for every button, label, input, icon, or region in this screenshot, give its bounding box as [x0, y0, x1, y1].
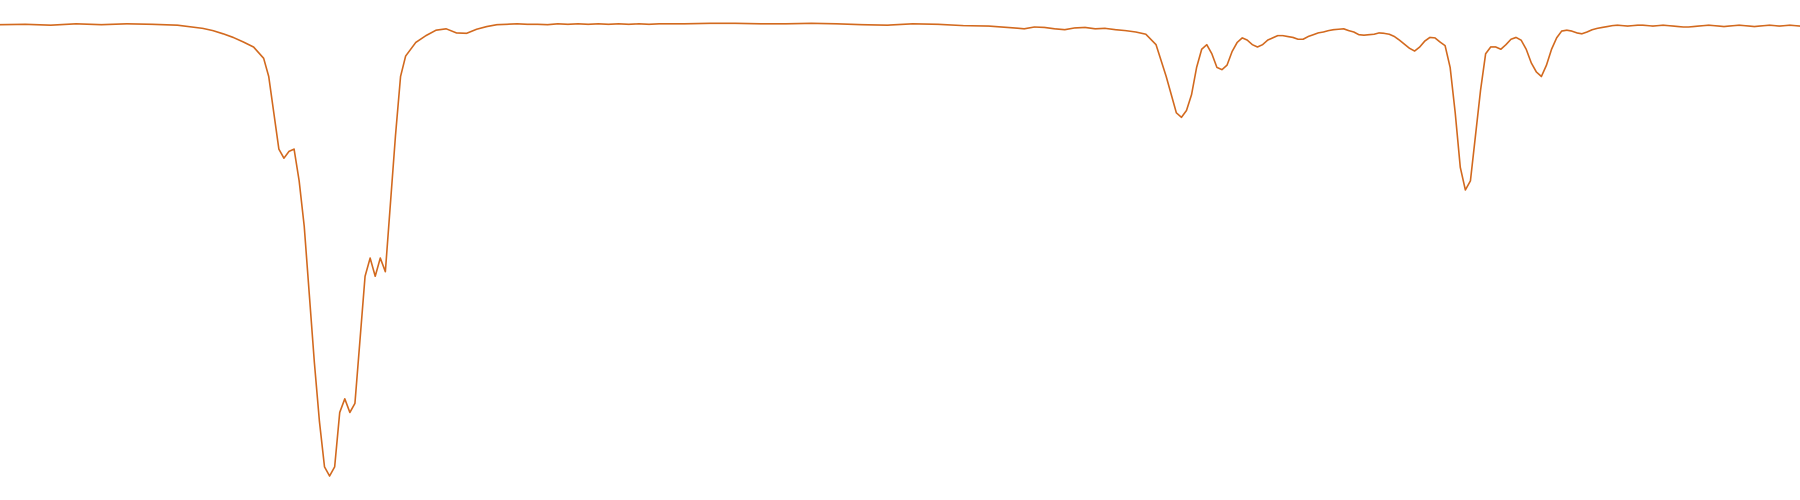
series-line-0 — [0, 22, 1800, 477]
series-layer — [0, 22, 1800, 477]
